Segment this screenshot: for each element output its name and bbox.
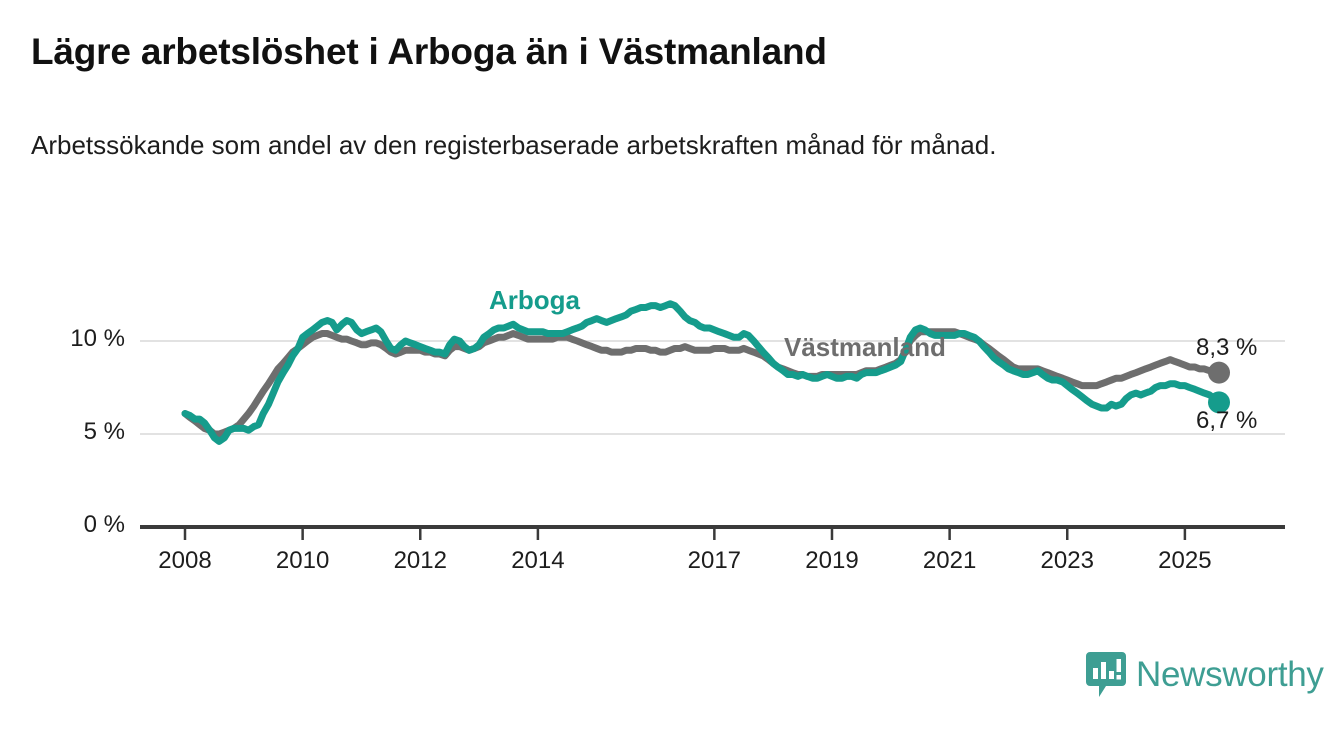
- x-axis-tick-label: 2014: [511, 547, 565, 574]
- x-axis-tick-label: 2025: [1158, 547, 1212, 574]
- page-title: Lägre arbetslöshet i Arboga än i Västman…: [31, 31, 827, 72]
- bar-chart-speech-bubble-icon: [1086, 652, 1126, 697]
- x-axis-tick-label: 2010: [275, 547, 330, 574]
- series-endpoint-dots: [1208, 361, 1231, 414]
- y-axis-tick-label: 0 %: [83, 511, 125, 538]
- series-line-västmanland: [181, 328, 1223, 438]
- series-label-vastmanland: Västmanland: [784, 332, 946, 362]
- gridlines: [140, 340, 1285, 435]
- x-axis-tick-label: 2008: [158, 547, 212, 574]
- x-axis-tick-label: 2023: [1040, 547, 1094, 574]
- x-axis-tick-label: 2017: [687, 547, 742, 574]
- x-axis-tick-label: 2012: [393, 547, 447, 574]
- endpoint-value-vastmanland: 8,3 %: [1196, 334, 1258, 361]
- newsworthy-logo-text: Newsworthy: [1136, 655, 1324, 694]
- endpoint-dot-västmanland: [1208, 361, 1231, 384]
- series-label-arboga: Arboga: [489, 285, 580, 315]
- y-axis-tick-label: 5 %: [83, 418, 125, 445]
- endpoint-dot-arboga: [1208, 391, 1231, 414]
- endpoint-value-arboga: 6,7 %: [1196, 407, 1258, 434]
- x-tick-marks: [183, 529, 1187, 540]
- series-line-arboga: [181, 300, 1223, 445]
- x-axis-tick-label: 2019: [805, 547, 859, 574]
- series-paths: [181, 300, 1223, 445]
- chart-subtitle: Arbetssökande som andel av den registerb…: [31, 130, 997, 160]
- newsworthy-logo[interactable]: Newsworthy: [1086, 652, 1324, 698]
- x-axis-tick-label: 2021: [922, 547, 977, 574]
- y-axis-tick-label: 10 %: [70, 325, 125, 352]
